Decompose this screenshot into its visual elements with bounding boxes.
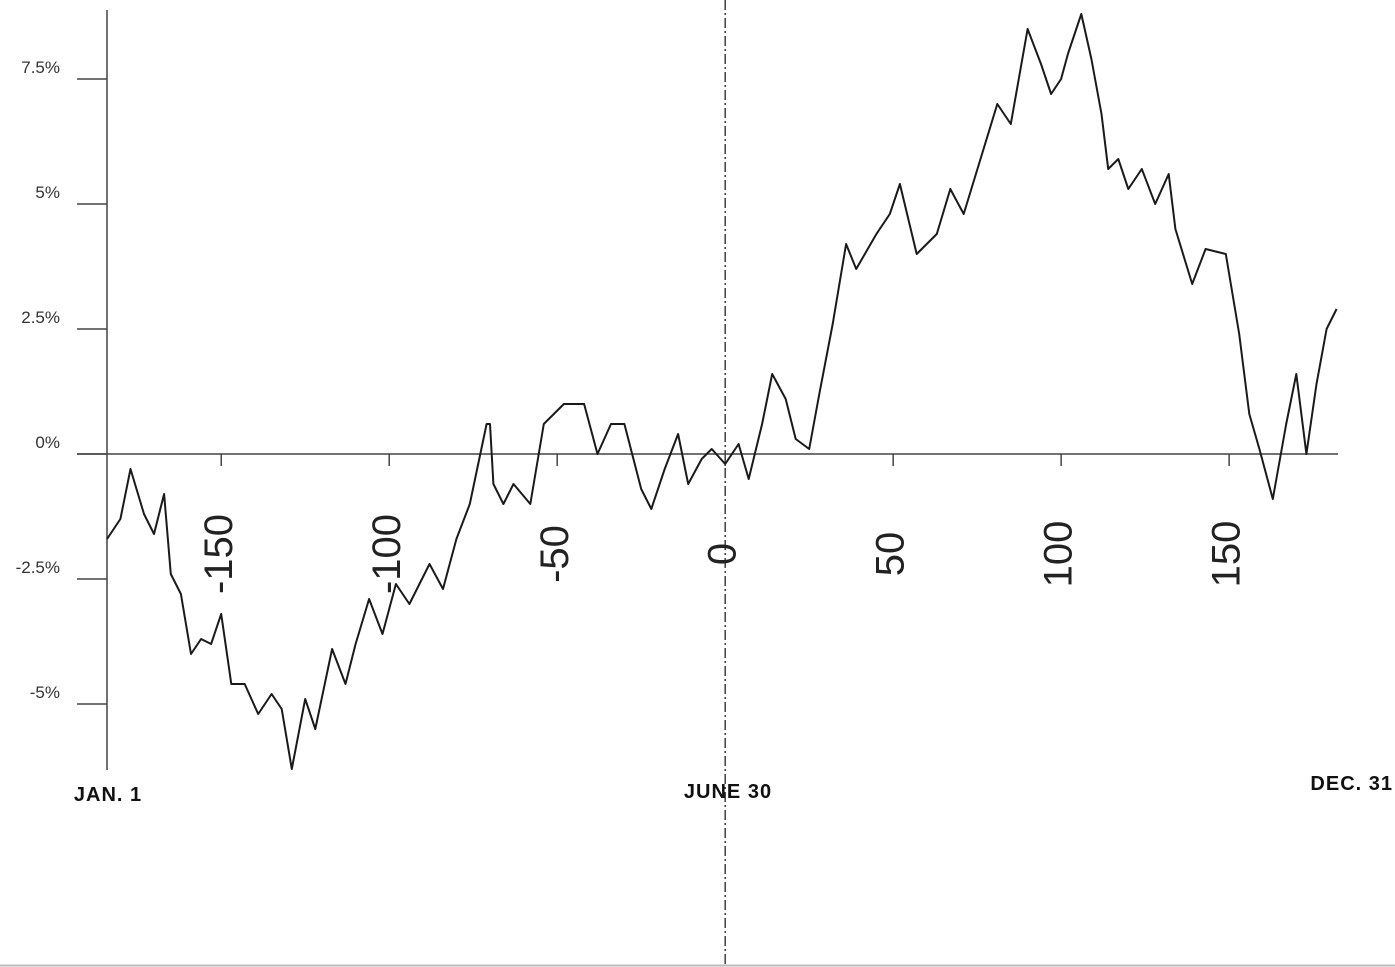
- annotation: DEC. 31: [1310, 773, 1393, 795]
- y-tick-label: -5%: [30, 683, 60, 702]
- x-tick-label: -50: [533, 525, 577, 583]
- y-tick-label: 5%: [35, 183, 60, 202]
- y-tick-label: 2.5%: [21, 308, 60, 327]
- line: [106, 13, 1338, 770]
- annotation: JUNE 30: [684, 781, 772, 803]
- x-tick-label: -100: [365, 514, 409, 594]
- x-tick-label: 0: [701, 543, 745, 565]
- y-tick-label: -2.5%: [16, 558, 60, 577]
- y-tick-label: 0%: [35, 433, 60, 452]
- x-tick-label: 150: [1205, 521, 1249, 588]
- x-tick-label: 50: [869, 532, 913, 577]
- annotation: JAN. 1: [74, 784, 142, 806]
- x-tick-label: -150: [197, 514, 241, 594]
- y-tick-label: 7.5%: [21, 58, 60, 77]
- x-tick-label: 100: [1037, 521, 1081, 588]
